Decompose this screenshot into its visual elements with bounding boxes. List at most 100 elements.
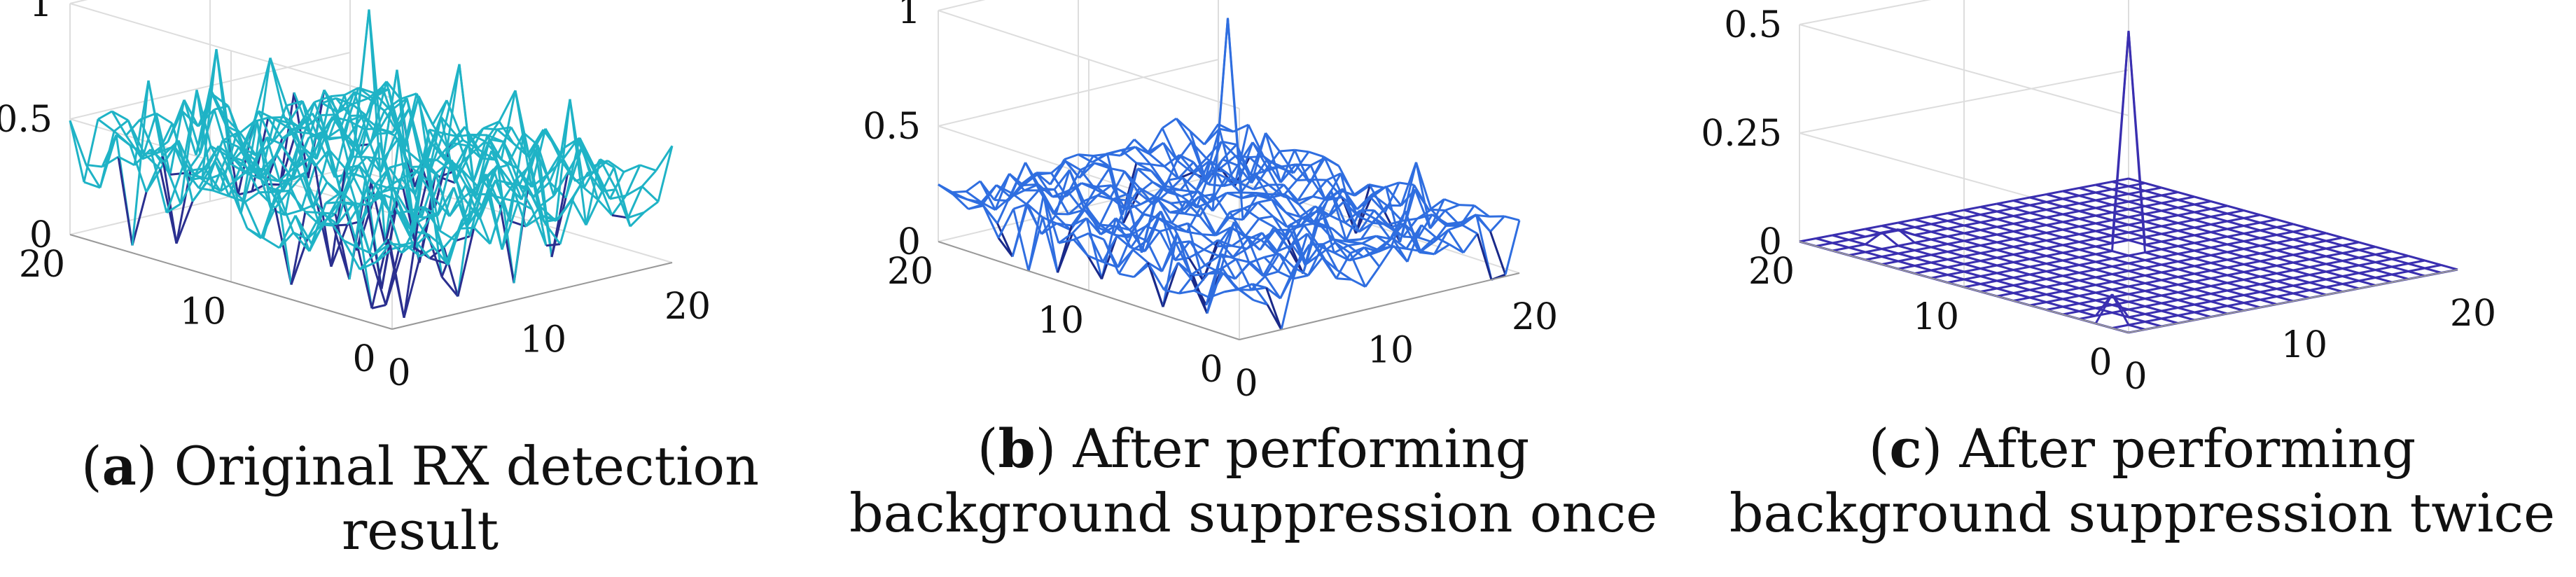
mesh-segment [1947, 212, 1965, 219]
mesh-segment [1279, 269, 1297, 299]
mesh-segment [321, 211, 338, 225]
mesh-segment [195, 90, 214, 191]
mesh-segment [2161, 207, 2178, 212]
mesh-segment [358, 253, 375, 270]
mesh-segment [1361, 242, 1378, 251]
mesh-segment [2161, 209, 2178, 216]
mesh-segment [1898, 260, 1915, 267]
z-tick-label: 1 [29, 0, 53, 25]
mesh-segment [2128, 177, 2145, 184]
mesh-segment [2079, 241, 2096, 248]
mesh-segment [1898, 242, 1915, 247]
mesh-segment [1177, 261, 1194, 277]
mesh-segment [2292, 261, 2310, 268]
mesh-segment [2013, 215, 2031, 222]
mesh-segment [321, 113, 338, 133]
mesh-segment [1947, 255, 1965, 260]
mesh-segment [403, 256, 422, 319]
mesh-segment [471, 173, 487, 195]
mesh-segment [1996, 241, 2014, 248]
mesh-segment [243, 111, 260, 149]
mesh-segment [2178, 245, 2195, 252]
mesh-segment [1174, 256, 1190, 262]
mesh-segment [966, 190, 982, 204]
mesh-segment [501, 201, 520, 250]
mesh-segment [1996, 272, 2014, 279]
mesh-segment [181, 166, 200, 189]
mesh-segment [1294, 148, 1309, 153]
mesh-segment [1239, 173, 1256, 193]
mesh-segment [2112, 265, 2129, 272]
mesh-segment [2046, 197, 2063, 203]
mesh-segment [2062, 225, 2080, 231]
mesh-segment [1914, 257, 1932, 264]
mesh-segment [2112, 285, 2129, 291]
mesh-segment [263, 237, 280, 249]
mesh-segment [415, 213, 433, 243]
mesh-segment [194, 174, 209, 181]
mesh-segment [2408, 267, 2425, 272]
mesh-segment [2260, 226, 2277, 232]
mesh-segment [2194, 223, 2211, 229]
mesh-segment [2161, 232, 2178, 239]
mesh-segment [2408, 255, 2425, 262]
mesh-segment [1147, 127, 1164, 153]
mesh-segment [2375, 246, 2393, 253]
mesh-segment [487, 194, 503, 250]
mesh-segment [2128, 285, 2145, 292]
mesh-segment [2145, 313, 2162, 320]
mesh-segment [641, 186, 660, 203]
mesh-segment [1309, 243, 1324, 246]
mesh-segment [2375, 250, 2393, 256]
mesh-segment [1115, 217, 1131, 231]
mesh-segment [85, 163, 103, 168]
mesh-segment [2227, 258, 2244, 265]
mesh-segment [1980, 241, 1998, 246]
mesh-segment [2145, 310, 2162, 315]
mesh-segment [1171, 200, 1187, 224]
mesh-segment [566, 146, 583, 173]
mesh-segment [2062, 305, 2080, 312]
mesh-segment [1054, 214, 1072, 231]
mesh-segment [1155, 196, 1173, 224]
mesh-segment [284, 209, 302, 216]
mesh-segment [2194, 208, 2211, 214]
mesh-segment [431, 99, 448, 125]
mesh-segment [383, 110, 400, 134]
mesh-segment [2227, 279, 2244, 284]
mesh-segment [2112, 254, 2129, 260]
mesh-segment [69, 120, 85, 183]
mesh-segment [2145, 209, 2162, 215]
mesh-segment [1208, 272, 1225, 298]
mesh-segment [1832, 246, 1849, 252]
mesh-segment [342, 239, 361, 270]
mesh-segment [340, 191, 359, 248]
z-tick-label: 0.5 [1724, 4, 1782, 46]
mesh-segment [1963, 229, 1981, 235]
mesh-segment [1433, 229, 1449, 244]
mesh-segment [2178, 284, 2195, 291]
mesh-segment [443, 246, 459, 297]
mesh-segment [2227, 217, 2244, 223]
mesh-segment [2260, 242, 2277, 247]
mesh-segment [111, 111, 127, 137]
mesh-segment [2358, 272, 2376, 279]
mesh-segment [2260, 291, 2277, 298]
mesh-segment [359, 260, 377, 271]
mesh-segment [2095, 204, 2112, 209]
mesh-segment [1188, 249, 1205, 259]
mesh-segment [2194, 303, 2211, 310]
mesh-segment [1371, 193, 1388, 207]
mesh-segment [1963, 260, 1981, 265]
mesh-segment [2243, 271, 2261, 278]
mesh-segment [2292, 281, 2310, 287]
mesh-segment [2227, 263, 2244, 269]
mesh-segment [1099, 223, 1115, 228]
mesh-segment [256, 120, 274, 193]
mesh-segment [1930, 220, 1948, 225]
mesh-segment [2079, 256, 2096, 263]
mesh-segment [354, 204, 373, 309]
mesh-segment [294, 214, 313, 245]
mesh-segment [2062, 249, 2080, 254]
mesh-segment [2046, 209, 2063, 216]
